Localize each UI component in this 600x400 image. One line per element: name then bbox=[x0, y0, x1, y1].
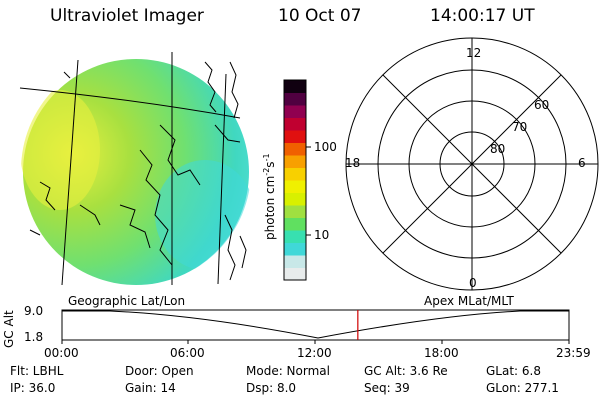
colorbar-segment bbox=[284, 167, 306, 181]
orbit-y-top: 9.0 bbox=[24, 304, 44, 318]
colorbar-segment bbox=[284, 217, 306, 231]
colorbar-segment bbox=[284, 192, 306, 206]
mlt-18-label: 18 bbox=[345, 156, 361, 170]
orbit-tick-3: 18:00 bbox=[424, 346, 459, 360]
latitude-line bbox=[19, 87, 241, 119]
colorbar-segment bbox=[284, 142, 306, 156]
colorbar-unit: photon cm-2s-1 bbox=[262, 153, 277, 240]
bright-region bbox=[21, 90, 100, 210]
orbit-right-title: Apex MLat/MLT bbox=[424, 294, 514, 308]
dim-region bbox=[155, 160, 251, 270]
mlt-12-label: 12 bbox=[466, 46, 482, 60]
mlt-0-label: 0 bbox=[469, 276, 477, 290]
orbit-left-title: Geographic Lat/Lon bbox=[68, 294, 186, 308]
colorbar bbox=[283, 79, 311, 281]
orbit-frame bbox=[61, 309, 570, 341]
colorbar-segment bbox=[284, 155, 306, 168]
polar-plot bbox=[345, 37, 599, 291]
gc-alt-info: GC Alt: 3.6 Re bbox=[364, 364, 448, 378]
dsp-info: Dsp: 8.0 bbox=[246, 381, 297, 395]
time-label: 14:00:17 UT bbox=[430, 6, 535, 26]
colorbar-segment bbox=[284, 92, 306, 106]
colorbar-segment bbox=[284, 205, 306, 218]
longitude-line-1 bbox=[61, 59, 79, 286]
orbit-tick-1: 06:00 bbox=[170, 346, 205, 360]
orbit-tick-0: 00:00 bbox=[44, 346, 79, 360]
colorbar-segment bbox=[284, 130, 306, 143]
orbit-tick-2: 12:00 bbox=[297, 346, 332, 360]
lat-80-label: 80 bbox=[490, 142, 506, 156]
orbit-y-bottom: 1.8 bbox=[24, 330, 44, 344]
colorbar-tick-10: 10 bbox=[314, 228, 330, 242]
colorbar-segment bbox=[284, 255, 306, 268]
colorbar-segment bbox=[284, 242, 306, 256]
seq-info: Seq: 39 bbox=[364, 381, 410, 395]
orbit-plot bbox=[61, 309, 570, 344]
polar-diagonal-2 bbox=[382, 74, 562, 254]
colorbar-segment bbox=[284, 80, 306, 93]
mode-info: Mode: Normal bbox=[246, 364, 330, 378]
gain-info: Gain: 14 bbox=[125, 381, 176, 395]
colorbar-segment bbox=[284, 230, 306, 243]
altitude-curve bbox=[62, 310, 569, 339]
glat-info: GLat: 6.8 bbox=[486, 364, 541, 378]
date-label: 10 Oct 07 bbox=[278, 6, 362, 26]
instrument-title: Ultraviolet Imager bbox=[50, 6, 204, 26]
colorbar-segment bbox=[284, 267, 306, 281]
colorbar-segment bbox=[284, 180, 306, 193]
orbit-ylabel: GC Alt bbox=[2, 310, 16, 348]
lat-70-label: 70 bbox=[512, 120, 528, 134]
orbit-tick-4: 23:59 bbox=[556, 346, 591, 360]
door-info: Door: Open bbox=[125, 364, 194, 378]
glon-info: GLon: 277.1 bbox=[486, 381, 559, 395]
colorbar-segment bbox=[284, 117, 306, 131]
ip-info: IP: 36.0 bbox=[10, 381, 56, 395]
coastlines bbox=[29, 61, 247, 281]
filter-info: Flt: LBHL bbox=[10, 364, 64, 378]
colorbar-segment bbox=[284, 105, 306, 118]
earth-image bbox=[19, 52, 251, 286]
colorbar-tick-100: 100 bbox=[314, 140, 337, 154]
mlt-6-label: 6 bbox=[578, 156, 586, 170]
lat-60-label: 60 bbox=[534, 98, 550, 112]
longitude-line-3 bbox=[217, 73, 227, 285]
